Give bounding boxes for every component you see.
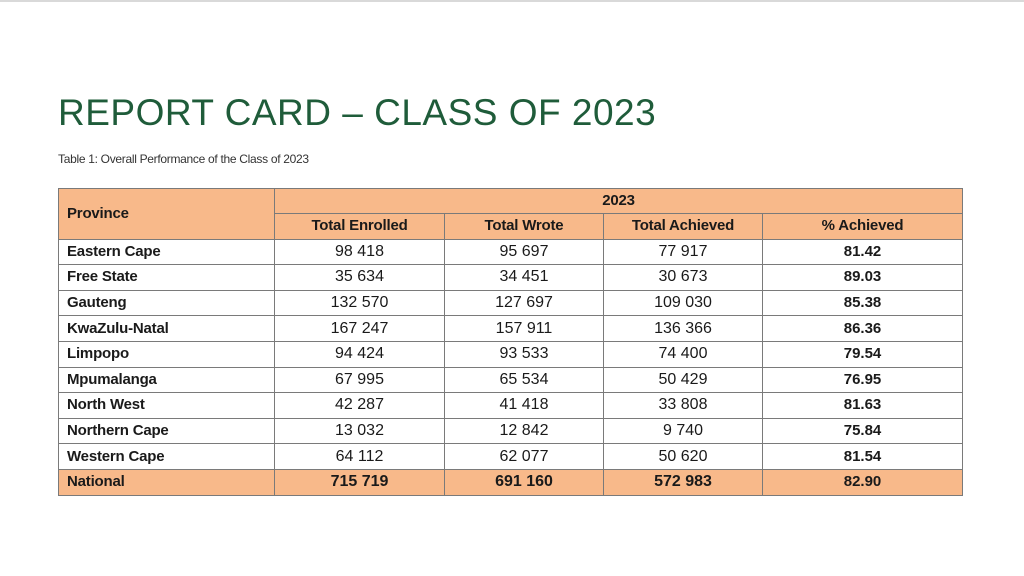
enrolled-cell: 98 418 <box>274 238 445 266</box>
achieved-cell: 9 740 <box>603 417 763 445</box>
table-row: KwaZulu-Natal 167 247 157 911 136 366 86… <box>58 315 964 342</box>
year-header: 2023 <box>273 188 964 214</box>
wrote-cell: 62 077 <box>444 443 604 470</box>
enrolled-cell: 67 995 <box>274 366 445 394</box>
header-row-year: Province 2023 <box>58 188 964 240</box>
province-cell: Free State <box>58 264 275 291</box>
percent-cell: 81.42 <box>761 238 964 266</box>
province-cell: Mpumalanga <box>58 366 275 394</box>
percent-cell: 89.03 <box>761 264 964 291</box>
achieved-cell: 136 366 <box>603 315 763 342</box>
national-total-row: National 715 719 691 160 572 983 82.90 <box>58 468 964 496</box>
percent-cell: 85.38 <box>761 289 964 317</box>
achieved-cell: 33 808 <box>603 392 763 419</box>
province-cell: KwaZulu-Natal <box>58 315 275 342</box>
wrote-cell: 157 911 <box>444 315 604 342</box>
table-row: Western Cape 64 112 62 077 50 620 81.54 <box>58 443 964 470</box>
wrote-cell: 65 534 <box>444 366 604 394</box>
percent-cell: 81.54 <box>761 443 964 470</box>
percent-cell: 81.63 <box>761 392 964 419</box>
performance-table: Province 2023 Total Enrolled Total Wrote… <box>58 188 964 496</box>
national-label-cell: National <box>58 468 275 496</box>
table-row: Limpopo 94 424 93 533 74 400 79.54 <box>58 340 964 368</box>
table-row: Eastern Cape 98 418 95 697 77 917 81.42 <box>58 238 964 266</box>
top-divider <box>0 0 1024 2</box>
table-row: Gauteng 132 570 127 697 109 030 85.38 <box>58 289 964 317</box>
enrolled-cell: 167 247 <box>274 315 445 342</box>
national-enrolled-cell: 715 719 <box>274 468 445 496</box>
province-cell: Limpopo <box>58 340 275 368</box>
header-row-columns: Total Enrolled Total Wrote Total Achieve… <box>59 213 964 240</box>
enrolled-cell: 132 570 <box>274 289 445 317</box>
enrolled-cell: 94 424 <box>274 340 445 368</box>
achieved-cell: 109 030 <box>603 289 763 317</box>
achieved-cell: 50 620 <box>603 443 763 470</box>
enrolled-column-header: Total Enrolled <box>274 213 445 240</box>
percent-achieved-column-header: % Achieved <box>761 213 964 240</box>
achieved-cell: 74 400 <box>603 340 763 368</box>
wrote-cell: 12 842 <box>444 417 604 445</box>
province-cell: Gauteng <box>58 289 275 317</box>
province-column-header: Province <box>58 188 275 240</box>
enrolled-cell: 35 634 <box>274 264 445 291</box>
table-row: Northern Cape 13 032 12 842 9 740 75.84 <box>58 417 964 445</box>
achieved-column-header: Total Achieved <box>603 213 763 240</box>
wrote-cell: 93 533 <box>444 340 604 368</box>
national-achieved-cell: 572 983 <box>603 468 763 496</box>
province-cell: Eastern Cape <box>58 238 275 266</box>
national-wrote-cell: 691 160 <box>444 468 604 496</box>
enrolled-cell: 13 032 <box>274 417 445 445</box>
table-caption: Table 1: Overall Performance of the Clas… <box>58 152 309 166</box>
achieved-cell: 30 673 <box>603 264 763 291</box>
enrolled-cell: 64 112 <box>274 443 445 470</box>
table-row: Mpumalanga 67 995 65 534 50 429 76.95 <box>58 366 964 394</box>
province-cell: North West <box>58 392 275 419</box>
province-cell: Western Cape <box>58 443 275 470</box>
percent-cell: 75.84 <box>761 417 964 445</box>
wrote-cell: 95 697 <box>444 238 604 266</box>
wrote-cell: 127 697 <box>444 289 604 317</box>
wrote-cell: 34 451 <box>444 264 604 291</box>
wrote-cell: 41 418 <box>444 392 604 419</box>
province-cell: Northern Cape <box>58 417 275 445</box>
table-row: North West 42 287 41 418 33 808 81.63 <box>58 392 964 419</box>
percent-cell: 76.95 <box>761 366 964 394</box>
achieved-cell: 50 429 <box>603 366 763 394</box>
percent-cell: 79.54 <box>761 340 964 368</box>
percent-cell: 86.36 <box>761 315 964 342</box>
enrolled-cell: 42 287 <box>274 392 445 419</box>
wrote-column-header: Total Wrote <box>444 213 604 240</box>
achieved-cell: 77 917 <box>603 238 763 266</box>
national-percent-cell: 82.90 <box>761 468 964 496</box>
table-row: Free State 35 634 34 451 30 673 89.03 <box>58 264 964 291</box>
page-title: REPORT CARD – CLASS OF 2023 <box>58 92 657 133</box>
